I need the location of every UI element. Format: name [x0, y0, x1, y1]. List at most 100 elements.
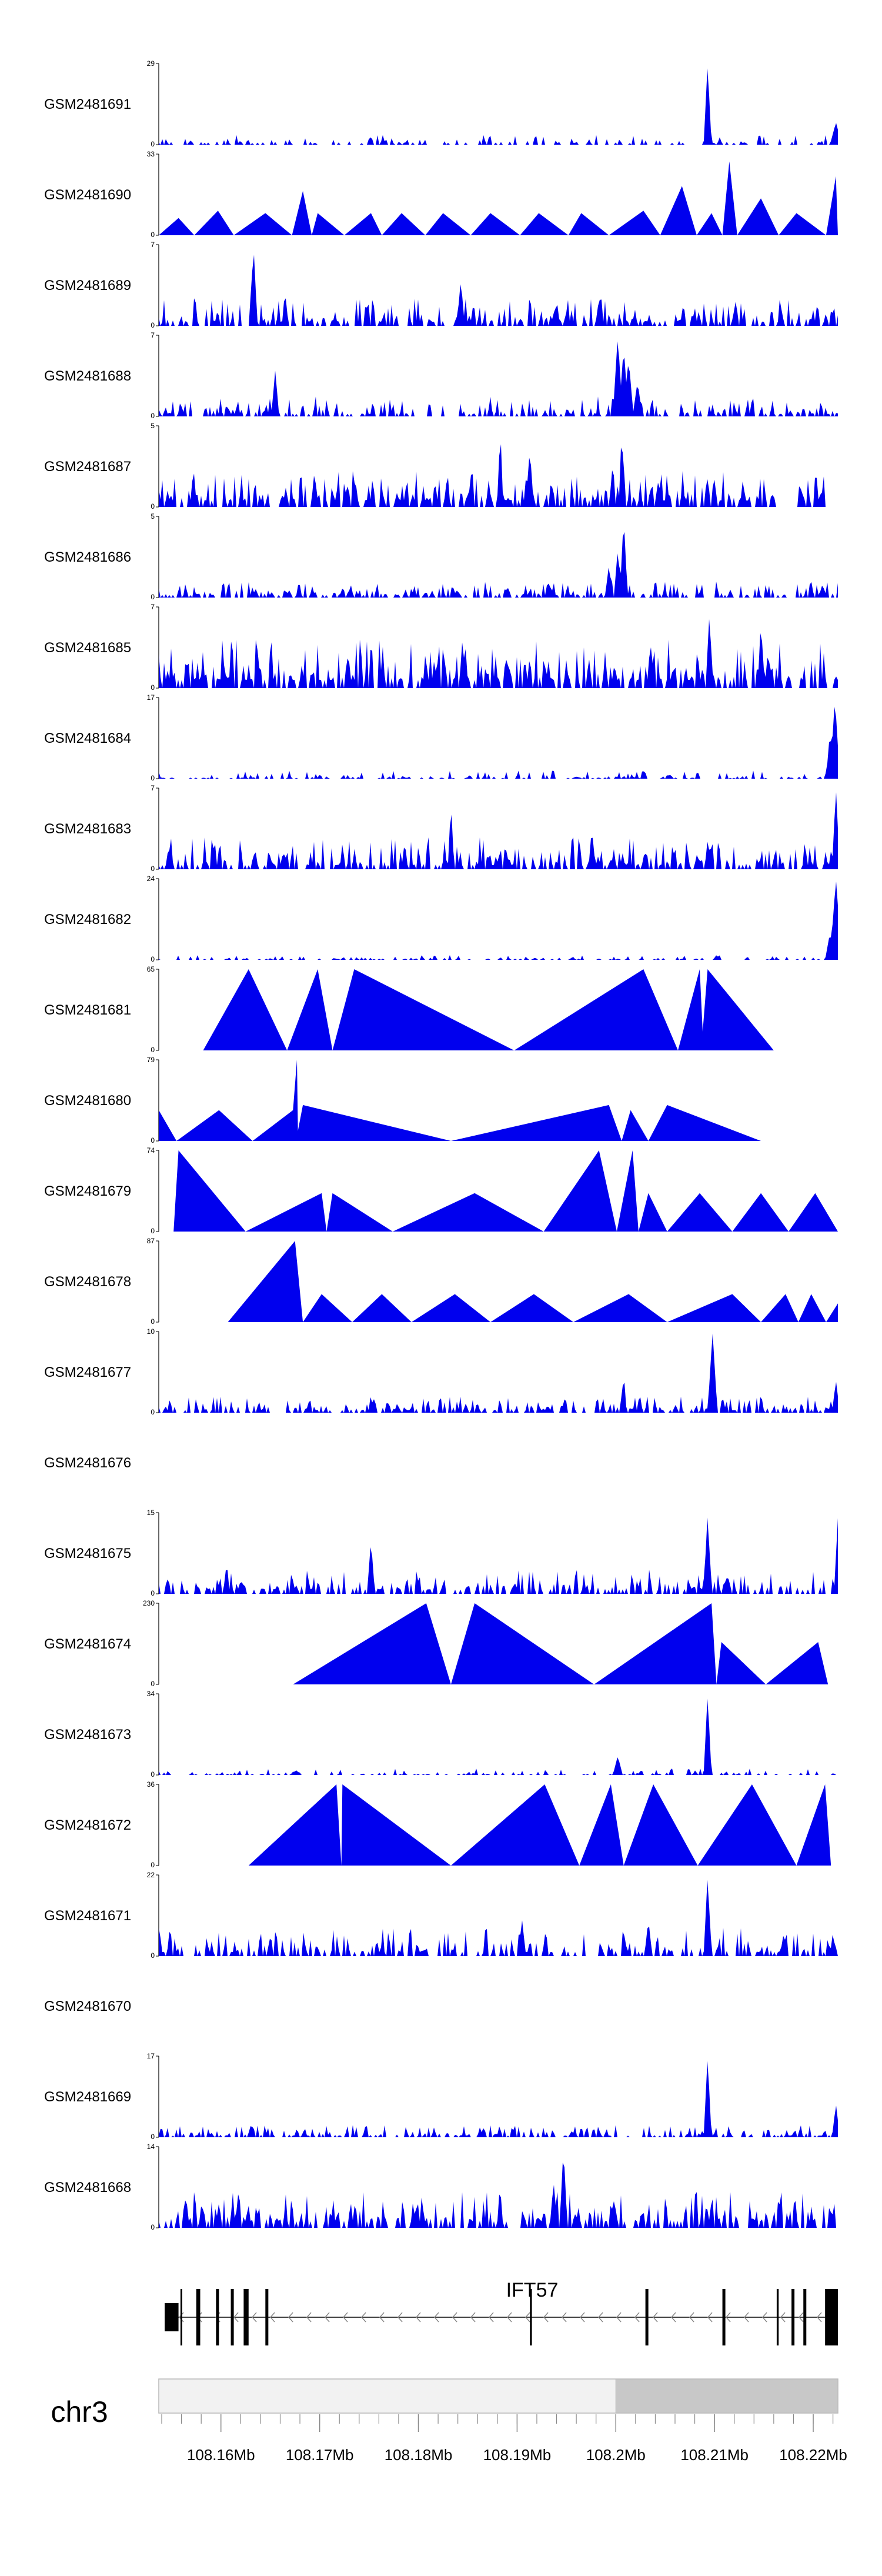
coverage-area: [159, 1333, 838, 1413]
strand-arrow: [252, 2312, 257, 2323]
track-GSM2481681: GSM2481681 65 0: [44, 965, 774, 1054]
track-GSM2481689: GSM2481689 7 0: [44, 241, 838, 329]
coverage-area: [159, 1060, 761, 1141]
strand-arrow: [325, 2312, 330, 2323]
strand-arrow: [671, 2312, 676, 2323]
track-GSM2481675: GSM2481675 15 0: [44, 1509, 838, 1597]
track-GSM2481684: GSM2481684 17 0: [44, 693, 838, 782]
strand-arrow: [379, 2312, 385, 2323]
track-label: GSM2481690: [44, 187, 131, 203]
strand-arrow: [270, 2312, 275, 2323]
track-GSM2481678: GSM2481678 87 0: [44, 1237, 838, 1326]
strand-arrow: [562, 2312, 567, 2323]
strand-arrow: [543, 2312, 549, 2323]
coverage-area: [159, 2162, 838, 2228]
y-max-label: 22: [147, 1871, 155, 1879]
y-max-label: 17: [147, 693, 155, 702]
x-tick-label: 108.2Mb: [586, 2446, 646, 2464]
track-label: GSM2481689: [44, 278, 131, 293]
y-max-label: 15: [147, 1509, 155, 1517]
exon: [165, 2303, 179, 2331]
x-tick-label: 108.18Mb: [385, 2446, 453, 2464]
coverage-area: [159, 161, 838, 235]
x-tick-label: 108.17Mb: [286, 2446, 354, 2464]
coverage-area: [159, 2061, 838, 2137]
y-max-label: 7: [151, 331, 155, 339]
exon: [722, 2289, 726, 2345]
track-label: GSM2481677: [44, 1364, 131, 1380]
y-min-label: 0: [151, 2223, 155, 2231]
coverage-area: [173, 1150, 838, 1232]
coverage-tracks: GSM2481691290GSM2481690330GSM248168970GS…: [44, 59, 838, 2231]
coverage-area: [159, 706, 838, 779]
y-min-label: 0: [151, 1680, 155, 1688]
exon: [776, 2289, 779, 2345]
y-min-label: 0: [151, 593, 155, 601]
track-label: GSM2481678: [44, 1274, 131, 1290]
track-GSM2481683: GSM2481683 7 0: [44, 784, 838, 873]
strand-arrow: [707, 2312, 713, 2323]
track-GSM2481680: GSM2481680 79 0: [44, 1056, 761, 1144]
strand-arrow: [525, 2312, 530, 2323]
y-min-label: 0: [151, 1227, 155, 1235]
track-label: GSM2481671: [44, 1908, 131, 1924]
track-GSM2481677: GSM2481677 10 0: [44, 1327, 838, 1416]
y-max-label: 7: [151, 241, 155, 249]
track-label: GSM2481673: [44, 1727, 131, 1743]
track-GSM2481670: GSM2481670: [44, 1998, 131, 2014]
strand-arrow: [288, 2312, 293, 2323]
track-label: GSM2481685: [44, 640, 131, 656]
strand-arrow: [653, 2312, 658, 2323]
coverage-area: [159, 68, 838, 145]
coverage-area: [159, 444, 827, 507]
track-label: GSM2481674: [44, 1636, 131, 1652]
exon: [196, 2289, 201, 2345]
track-label: GSM2481683: [44, 821, 131, 837]
track-GSM2481676: GSM2481676: [44, 1455, 131, 1471]
track-label: GSM2481675: [44, 1546, 131, 1561]
track-label: GSM2481687: [44, 459, 131, 475]
track-GSM2481686: GSM2481686 5 0: [44, 512, 838, 601]
chromosome-label: chr3: [51, 2395, 108, 2428]
track-label: GSM2481680: [44, 1093, 131, 1109]
exon: [803, 2289, 807, 2345]
track-label: GSM2481686: [44, 549, 131, 565]
genome-axis-track: chr3 108.16Mb 108.17Mb 108.18Mb 108.19Mb 108…: [51, 2378, 847, 2464]
y-max-label: 5: [151, 512, 155, 520]
exon: [645, 2289, 649, 2345]
strand-arrow: [799, 2312, 804, 2323]
y-min-label: 0: [151, 1046, 155, 1054]
y-min-label: 0: [151, 683, 155, 692]
exon: [230, 2289, 234, 2345]
y-min-label: 0: [151, 1861, 155, 1869]
exon: [265, 2289, 269, 2345]
strand-arrow: [306, 2312, 312, 2323]
coverage-area: [248, 1784, 831, 1866]
strand-arrow: [817, 2312, 822, 2323]
coverage-area: [159, 1699, 838, 1775]
strand-arrow: [616, 2312, 622, 2323]
y-min-label: 0: [151, 955, 155, 963]
strand-arrow: [689, 2312, 694, 2323]
y-max-label: 87: [147, 1237, 155, 1245]
y-min-label: 0: [151, 1951, 155, 1960]
y-max-label: 74: [147, 1146, 155, 1154]
y-max-label: 79: [147, 1056, 155, 1064]
coverage-area: [159, 341, 838, 416]
y-max-label: 7: [151, 784, 155, 792]
coverage-area: [159, 792, 838, 869]
track-label: GSM2481682: [44, 912, 131, 927]
y-max-label: 14: [147, 2143, 155, 2151]
track-label: GSM2481670: [44, 1998, 131, 2014]
y-min-label: 0: [151, 1770, 155, 1778]
track-GSM2481685: GSM2481685 7 0: [44, 603, 838, 692]
coverage-area: [159, 255, 838, 326]
track-label: GSM2481684: [44, 730, 131, 746]
exon: [243, 2289, 249, 2345]
strand-arrow: [762, 2312, 767, 2323]
y-min-label: 0: [151, 1317, 155, 1326]
strand-arrow: [361, 2312, 366, 2323]
strand-arrow: [634, 2312, 640, 2323]
strand-arrow: [726, 2312, 731, 2323]
coverage-area: [159, 1517, 838, 1594]
